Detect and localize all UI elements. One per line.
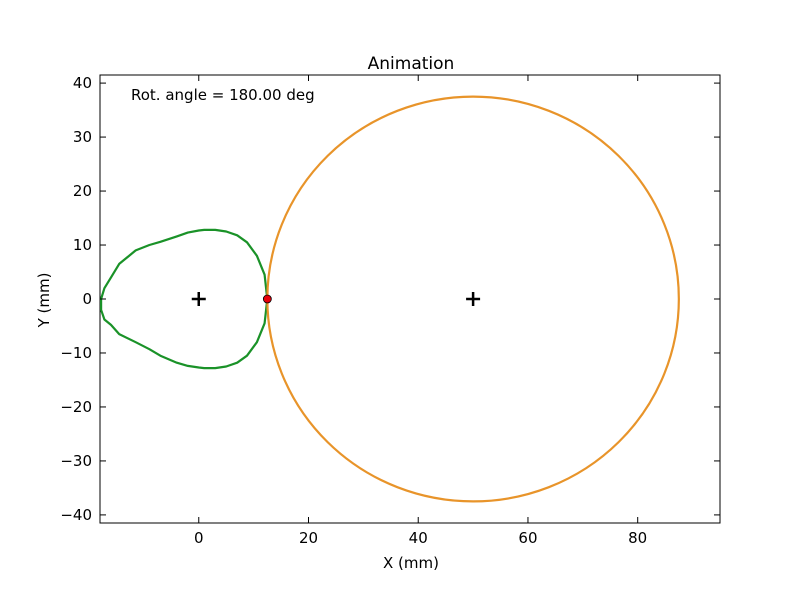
center-plus-marker xyxy=(191,292,206,306)
y-axis-label: Y (mm) xyxy=(35,273,53,329)
x-axis-ticks: 0 20 40 60 80 xyxy=(194,75,647,547)
y-tick-label: 10 xyxy=(73,236,92,254)
x-tick-label: 40 xyxy=(409,529,428,547)
x-axis-label: X (mm) xyxy=(383,554,439,572)
y-tick-label: −20 xyxy=(60,398,92,416)
x-tick-label: 0 xyxy=(194,529,204,547)
y-tick-label: 0 xyxy=(82,290,92,308)
contact-point-marker xyxy=(262,294,272,304)
rotation-angle-annotation: Rot. angle = 180.00 deg xyxy=(131,86,315,104)
y-axis-ticks: −40 −30 −20 −10 0 10 20 30 40 xyxy=(60,74,720,524)
y-tick-label: 20 xyxy=(73,182,92,200)
center-plus-marker xyxy=(466,292,481,306)
y-tick-label: −30 xyxy=(60,452,92,470)
x-tick-label: 80 xyxy=(628,529,647,547)
y-tick-label: −40 xyxy=(60,506,92,524)
x-tick-label: 60 xyxy=(518,529,537,547)
y-tick-label: −10 xyxy=(60,344,92,362)
y-tick-label: 30 xyxy=(73,128,92,146)
y-tick-label: 40 xyxy=(73,74,92,92)
cam-profile-line xyxy=(100,228,269,370)
plot-area xyxy=(99,74,721,524)
x-tick-label: 20 xyxy=(299,529,318,547)
chart-title: Animation xyxy=(368,54,455,74)
